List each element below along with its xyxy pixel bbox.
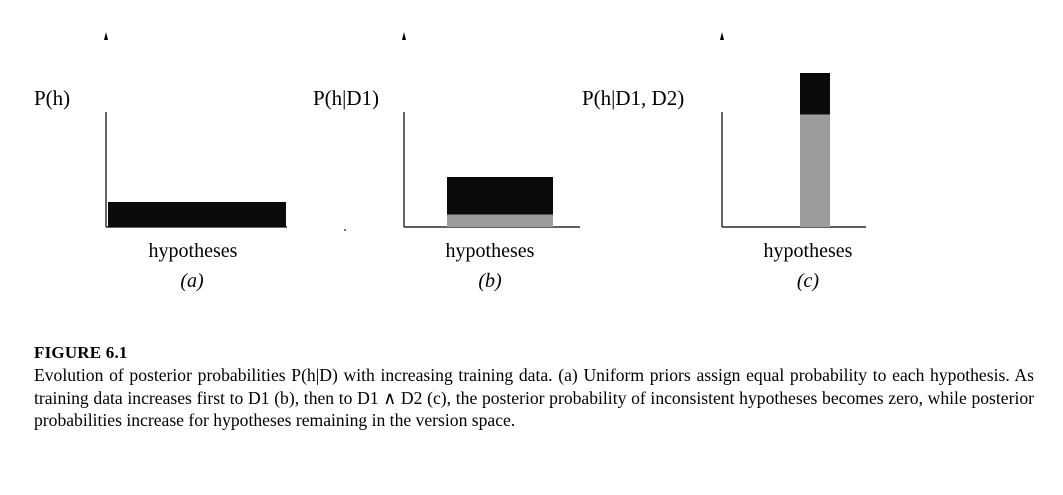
panel-a-ylabel: P(h) <box>34 86 71 110</box>
panel-c-tag: (c) <box>796 270 820 292</box>
stray-dot <box>344 229 346 231</box>
panel-0-bar-dark <box>108 202 286 227</box>
panel-b-tag: (b) <box>478 270 502 292</box>
figure-6-1: P(h) P(h|D1) P(h|D1, D2) hypotheses hypo… <box>34 32 866 292</box>
panel-b-ylabel: P(h|D1) <box>313 86 380 110</box>
panel-a-tag: (a) <box>180 270 204 292</box>
panel-b-xlabel: hypotheses <box>445 240 535 262</box>
panel-c-xlabel: hypotheses <box>763 240 853 262</box>
panel-a-xlabel: hypotheses <box>148 240 238 262</box>
figure-caption: Evolution of posterior probabilities P(h… <box>34 365 1034 430</box>
panel-c-ylabel: P(h|D1, D2) <box>582 86 685 110</box>
panel-0-axis-arrow <box>104 32 108 40</box>
figure-title: FIGURE 6.1 <box>34 343 128 362</box>
posterior-plots <box>104 32 866 231</box>
panel-2-bar-gray <box>800 114 830 227</box>
panel-1-bar-gray <box>447 214 553 227</box>
panel-1-bar-dark <box>447 177 553 215</box>
panel-2-axis-arrow <box>720 32 724 40</box>
panel-2-bar-dark <box>800 73 830 115</box>
panel-1-axis-arrow <box>402 32 406 40</box>
